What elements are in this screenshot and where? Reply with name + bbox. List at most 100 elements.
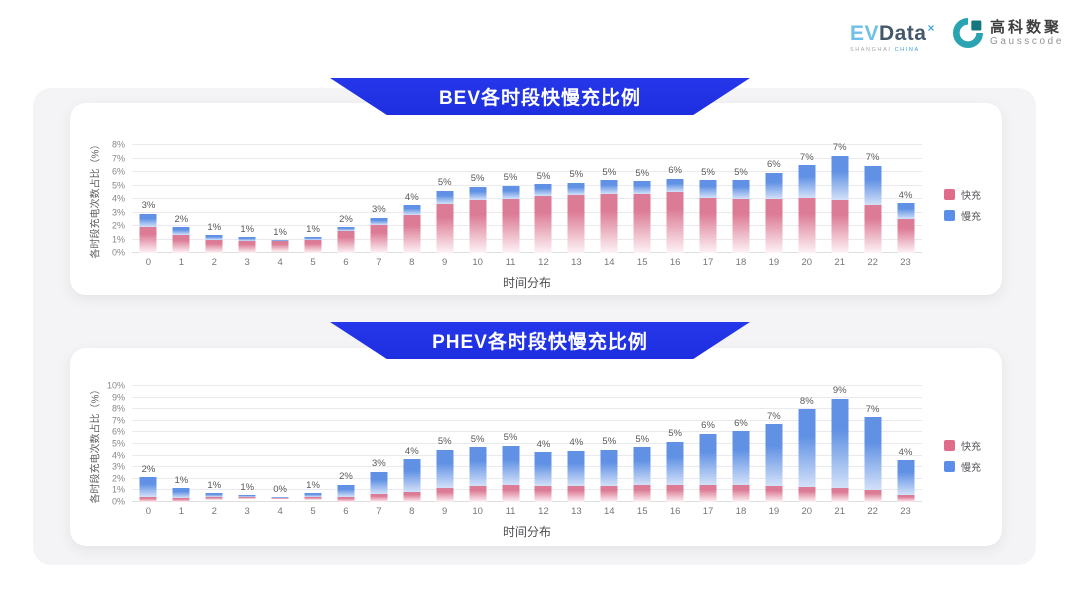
bar-segment-fast-charge xyxy=(502,484,520,502)
bar-slot: 9% 21 xyxy=(823,386,856,516)
x-tick-label: 23 xyxy=(900,506,911,517)
report-panel: BEV各时段快慢充比例 各时段充电次数占比（%） 0% 1% 2% 3% 4% 5% 6% 7… xyxy=(33,78,1036,565)
bar-slot: 7% 19 xyxy=(757,386,790,516)
bar-slot: 1% 2 xyxy=(198,145,231,267)
x-tick-label: 12 xyxy=(538,257,549,268)
stacked-bar xyxy=(831,398,849,502)
y-tick-label: 7% xyxy=(111,415,125,426)
bar-slot: 5% 10 xyxy=(461,386,494,516)
bar-slot: 4% 23 xyxy=(889,386,922,516)
x-tick-label: 22 xyxy=(867,506,878,517)
x-tick-label: 15 xyxy=(636,257,648,268)
bar-segment-fast-charge xyxy=(469,200,487,253)
x-tick-label: 5 xyxy=(310,506,316,517)
phev-x-axis-title: 时间分布 xyxy=(502,525,551,539)
y-tick-label: 5% xyxy=(111,438,125,449)
bar-total-label: 5% xyxy=(437,436,452,448)
bar-slot: 5% 15 xyxy=(626,145,659,267)
x-tick-label: 0 xyxy=(145,506,152,517)
bar-segment-slow-charge xyxy=(765,424,783,487)
grid-line xyxy=(132,157,922,159)
bar-slot: 2% 6 xyxy=(330,145,363,267)
legend-item: 快充 xyxy=(944,438,981,453)
evdata-subtext: SHANGHAI CHINA xyxy=(849,47,920,53)
y-tick-label: 4% xyxy=(111,450,125,461)
bar-segment-fast-charge xyxy=(798,487,816,502)
bar-total-label: 6% xyxy=(734,417,748,429)
bar-segment-fast-charge xyxy=(600,485,618,502)
slow-charge-swatch xyxy=(944,210,955,221)
stacked-bar xyxy=(864,417,882,502)
bar-slot: 7% 22 xyxy=(856,386,889,516)
stacked-bar xyxy=(798,165,816,253)
grid-line xyxy=(132,501,922,502)
y-tick-label: 8% xyxy=(111,403,125,414)
bar-segment-fast-charge xyxy=(436,488,454,502)
x-tick-label: 16 xyxy=(669,506,681,517)
bar-segment-fast-charge xyxy=(831,487,849,502)
bar-total-label: 6% xyxy=(668,165,682,177)
y-tick-label: 7% xyxy=(111,153,125,163)
bar-total-label: 8% xyxy=(799,395,814,407)
bar-total-label: 4% xyxy=(569,437,584,449)
bar-slot: 3% 0 xyxy=(132,145,165,267)
bar-slot: 6% 18 xyxy=(725,386,758,516)
x-tick-label: 5 xyxy=(310,257,316,268)
stacked-bar xyxy=(666,441,684,502)
gausscode-g-icon xyxy=(953,18,983,48)
stacked-bar xyxy=(633,181,651,253)
bar-slot: 6% 16 xyxy=(659,145,692,267)
x-tick-label: 9 xyxy=(442,257,448,268)
grid-line xyxy=(132,408,922,410)
grid-line xyxy=(132,396,922,398)
bev-x-axis-title: 时间分布 xyxy=(502,276,551,290)
legend-item: 慢充 xyxy=(944,208,981,223)
bar-total-label: 4% xyxy=(898,446,913,458)
stacked-bar xyxy=(139,477,157,502)
phev-title-banner: PHEV各时段快慢充比例 xyxy=(330,322,750,359)
x-tick-label: 13 xyxy=(571,257,582,268)
y-tick-label: 1% xyxy=(111,484,125,495)
bar-slot: 5% 16 xyxy=(659,386,692,516)
bar-segment-fast-charge xyxy=(600,193,618,253)
bar-total-label: 2% xyxy=(174,213,189,225)
x-tick-label: 18 xyxy=(735,506,747,517)
fast-charge-swatch xyxy=(944,440,955,451)
stacked-bar xyxy=(469,447,487,502)
bar-segment-fast-charge xyxy=(403,492,421,502)
x-tick-label: 23 xyxy=(900,257,911,268)
bar-segment-slow-charge xyxy=(798,409,816,488)
bar-slot: 2% 6 xyxy=(330,386,363,516)
legend-label: 快充 xyxy=(961,442,981,453)
bar-segment-fast-charge xyxy=(666,192,684,253)
bar-segment-slow-charge xyxy=(271,497,289,499)
bar-segment-slow-charge xyxy=(436,449,454,489)
bar-total-label: 5% xyxy=(701,166,715,178)
bar-segment-fast-charge xyxy=(370,224,388,253)
bar-total-label: 4% xyxy=(404,191,419,203)
bar-segment-fast-charge xyxy=(271,498,289,500)
grid-line xyxy=(132,211,922,213)
x-tick-label: 21 xyxy=(834,506,845,517)
y-tick-label: 2% xyxy=(111,473,125,484)
bar-segment-fast-charge xyxy=(502,199,520,253)
bar-segment-fast-charge xyxy=(699,198,717,253)
bar-segment-fast-charge xyxy=(304,239,322,253)
bar-slot: 8% 20 xyxy=(790,386,823,516)
bar-segment-slow-charge xyxy=(205,493,223,498)
bar-total-label: 2% xyxy=(339,213,353,225)
bar-segment-slow-charge xyxy=(666,178,684,193)
bar-total-label: 7% xyxy=(865,152,880,164)
stacked-bar xyxy=(534,452,552,502)
x-tick-label: 22 xyxy=(867,257,878,268)
stacked-bar xyxy=(238,237,256,253)
x-tick-label: 15 xyxy=(636,506,648,517)
bar-slot: 5% 9 xyxy=(428,145,461,267)
x-tick-label: 3 xyxy=(244,506,250,517)
bar-total-label: 1% xyxy=(207,479,222,491)
stacked-bar xyxy=(633,447,651,502)
bar-total-label: 1% xyxy=(306,479,320,491)
bar-total-label: 1% xyxy=(240,481,255,493)
bar-slot: 1% 3 xyxy=(231,386,264,516)
bar-segment-fast-charge xyxy=(864,205,882,253)
